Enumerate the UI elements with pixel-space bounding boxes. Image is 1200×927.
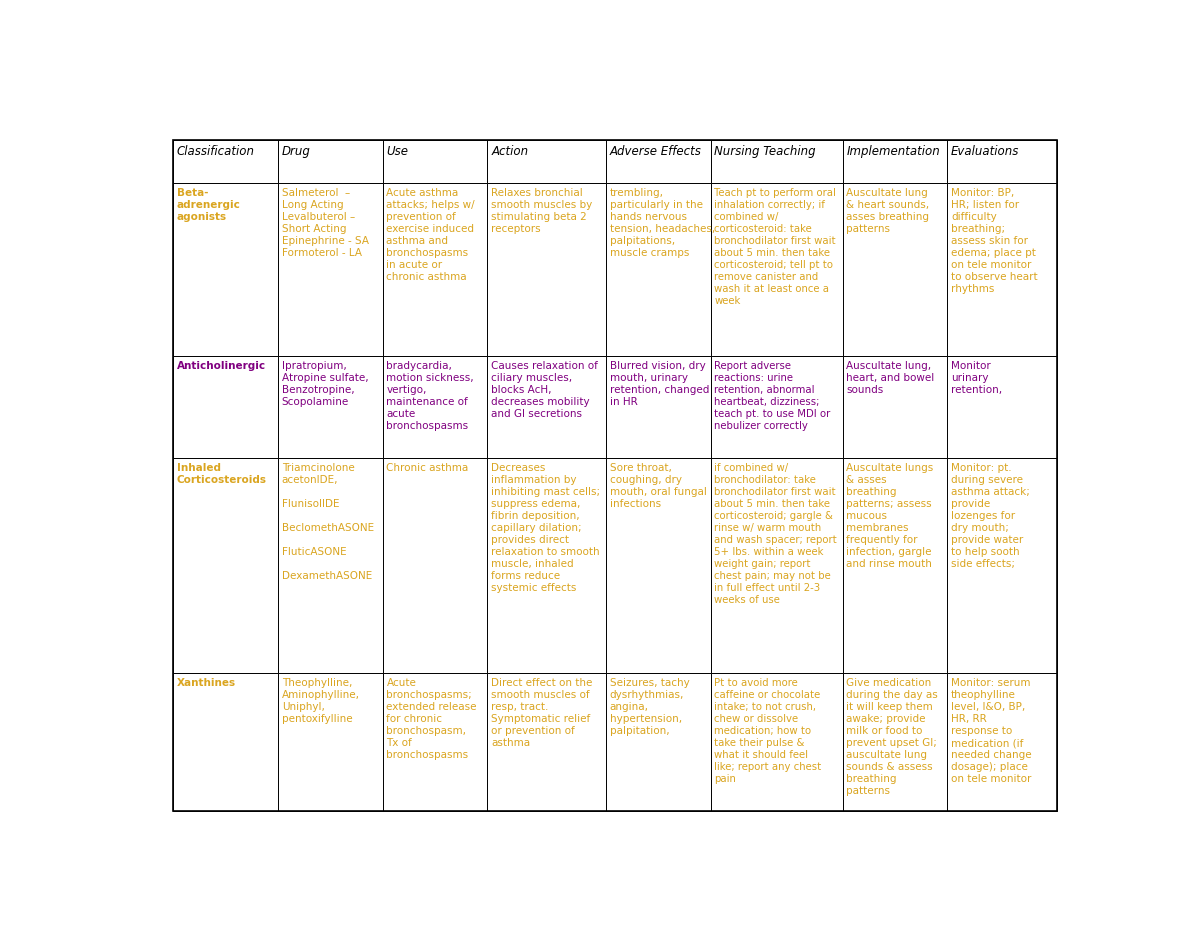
Bar <box>606 356 710 458</box>
Text: Monitor: BP,
HR; listen for
difficulty
breathing;
assess skin for
edema; place p: Monitor: BP, HR; listen for difficulty b… <box>952 188 1038 294</box>
Text: Auscultate lung
& heart sounds,
asses breathing
patterns: Auscultate lung & heart sounds, asses br… <box>846 188 930 234</box>
Bar <box>842 458 948 673</box>
Text: Give medication
during the day as
it will keep them
awake; provide
milk or food : Give medication during the day as it wil… <box>846 679 938 796</box>
Bar <box>173 673 278 811</box>
Bar <box>948 183 1057 356</box>
Bar <box>487 183 606 356</box>
Bar <box>842 140 948 183</box>
Bar <box>710 140 842 183</box>
Text: Anticholinergic: Anticholinergic <box>176 361 266 371</box>
Text: Theophylline,
Aminophylline,
Uniphyl,
pentoxifylline: Theophylline, Aminophylline, Uniphyl, pe… <box>282 679 360 724</box>
Bar <box>383 458 487 673</box>
Bar <box>606 673 710 811</box>
Text: Chronic asthma: Chronic asthma <box>386 463 469 473</box>
Bar <box>606 140 710 183</box>
Bar <box>278 183 383 356</box>
Bar <box>278 673 383 811</box>
Text: Sore throat,
coughing, dry
mouth, oral fungal
infections: Sore throat, coughing, dry mouth, oral f… <box>610 463 707 509</box>
Bar <box>487 458 606 673</box>
Text: trembling,
particularly in the
hands nervous
tension, headaches,
palpitations,
m: trembling, particularly in the hands ner… <box>610 188 715 258</box>
Text: Monitor: pt.
during severe
asthma attack;
provide
lozenges for
dry mouth;
provid: Monitor: pt. during severe asthma attack… <box>952 463 1030 568</box>
Text: Xanthines: Xanthines <box>176 679 236 689</box>
Bar <box>173 140 278 183</box>
Bar <box>948 458 1057 673</box>
Text: Ipratropium,
Atropine sulfate,
Benzotropine,
Scopolamine: Ipratropium, Atropine sulfate, Benzotrop… <box>282 361 368 407</box>
Text: Inhaled
Corticosteroids: Inhaled Corticosteroids <box>176 463 266 485</box>
Text: Blurred vision, dry
mouth, urinary
retention, changed
in HR: Blurred vision, dry mouth, urinary reten… <box>610 361 709 407</box>
Bar <box>173 183 278 356</box>
Text: Triamcinolone
acetonIDE,

FlunisolIDE

BeclomethASONE

FluticASONE

DexamethASON: Triamcinolone acetonIDE, FlunisolIDE Bec… <box>282 463 374 580</box>
Text: Relaxes bronchial
smooth muscles by
stimulating beta 2
receptors: Relaxes bronchial smooth muscles by stim… <box>491 188 593 234</box>
Text: Action: Action <box>491 145 528 158</box>
Text: Monitor
urinary
retention,: Monitor urinary retention, <box>952 361 1002 395</box>
Bar <box>842 356 948 458</box>
Bar <box>948 140 1057 183</box>
Text: Teach pt to perform oral
inhalation correctly; if
combined w/
corticosteroid: ta: Teach pt to perform oral inhalation corr… <box>714 188 836 306</box>
Bar <box>948 356 1057 458</box>
Bar <box>487 673 606 811</box>
Text: Pt to avoid more
caffeine or chocolate
intake; to not crush,
chew or dissolve
me: Pt to avoid more caffeine or chocolate i… <box>714 679 822 784</box>
Text: Auscultate lungs
& asses
breathing
patterns; assess
mucous
membranes
frequently : Auscultate lungs & asses breathing patte… <box>846 463 934 568</box>
Bar <box>710 356 842 458</box>
Text: Direct effect on the
smooth muscles of
resp, tract.
Symptomatic relief
or preven: Direct effect on the smooth muscles of r… <box>491 679 593 748</box>
Text: Acute
bronchospasms;
extended release
for chronic
bronchospasm,
Tx of
bronchospa: Acute bronchospasms; extended release fo… <box>386 679 476 760</box>
Text: bradycardia,
motion sickness,
vertigo,
maintenance of
acute
bronchospasms: bradycardia, motion sickness, vertigo, m… <box>386 361 474 431</box>
Text: Implementation: Implementation <box>846 145 940 158</box>
Text: if combined w/
bronchodilator: take
bronchodilator first wait
about 5 min. then : if combined w/ bronchodilator: take bron… <box>714 463 838 604</box>
Bar <box>278 140 383 183</box>
Text: Monitor: serum
theophylline
level, I&O, BP,
HR, RR
response to
medication (if
ne: Monitor: serum theophylline level, I&O, … <box>952 679 1032 784</box>
Bar <box>383 140 487 183</box>
Bar <box>710 458 842 673</box>
Text: Decreases
inflammation by
inhibiting mast cells;
suppress edema,
fibrin depositi: Decreases inflammation by inhibiting mas… <box>491 463 600 592</box>
Bar <box>842 673 948 811</box>
Bar <box>383 356 487 458</box>
Bar <box>710 183 842 356</box>
Bar <box>383 183 487 356</box>
Text: Seizures, tachy
dysrhythmias,
angina,
hypertension,
palpitation,: Seizures, tachy dysrhythmias, angina, hy… <box>610 679 689 736</box>
Text: Adverse Effects: Adverse Effects <box>610 145 702 158</box>
Text: Classification: Classification <box>176 145 254 158</box>
Bar <box>173 458 278 673</box>
Bar <box>606 458 710 673</box>
Bar <box>487 140 606 183</box>
Bar <box>278 458 383 673</box>
Text: Causes relaxation of
ciliary muscles,
blocks AcH,
decreases mobility
and GI secr: Causes relaxation of ciliary muscles, bl… <box>491 361 598 419</box>
Text: Use: Use <box>386 145 408 158</box>
Bar <box>383 673 487 811</box>
Text: Drug: Drug <box>282 145 311 158</box>
Text: Beta-
adrenergic
agonists: Beta- adrenergic agonists <box>176 188 241 222</box>
Bar <box>710 673 842 811</box>
Text: Salmeterol  –
Long Acting
Levalbuterol –
Short Acting
Epinephrine - SA
Formotero: Salmeterol – Long Acting Levalbuterol – … <box>282 188 368 258</box>
Bar <box>606 183 710 356</box>
Bar <box>842 183 948 356</box>
Text: Report adverse
reactions: urine
retention, abnormal
heartbeat, dizziness;
teach : Report adverse reactions: urine retentio… <box>714 361 830 431</box>
Text: Acute asthma
attacks; helps w/
prevention of
exercise induced
asthma and
broncho: Acute asthma attacks; helps w/ preventio… <box>386 188 475 282</box>
Bar <box>278 356 383 458</box>
Bar <box>948 673 1057 811</box>
Text: Nursing Teaching: Nursing Teaching <box>714 145 816 158</box>
Bar <box>487 356 606 458</box>
Text: Evaluations: Evaluations <box>952 145 1020 158</box>
Bar <box>173 356 278 458</box>
Text: Auscultate lung,
heart, and bowel
sounds: Auscultate lung, heart, and bowel sounds <box>846 361 935 395</box>
